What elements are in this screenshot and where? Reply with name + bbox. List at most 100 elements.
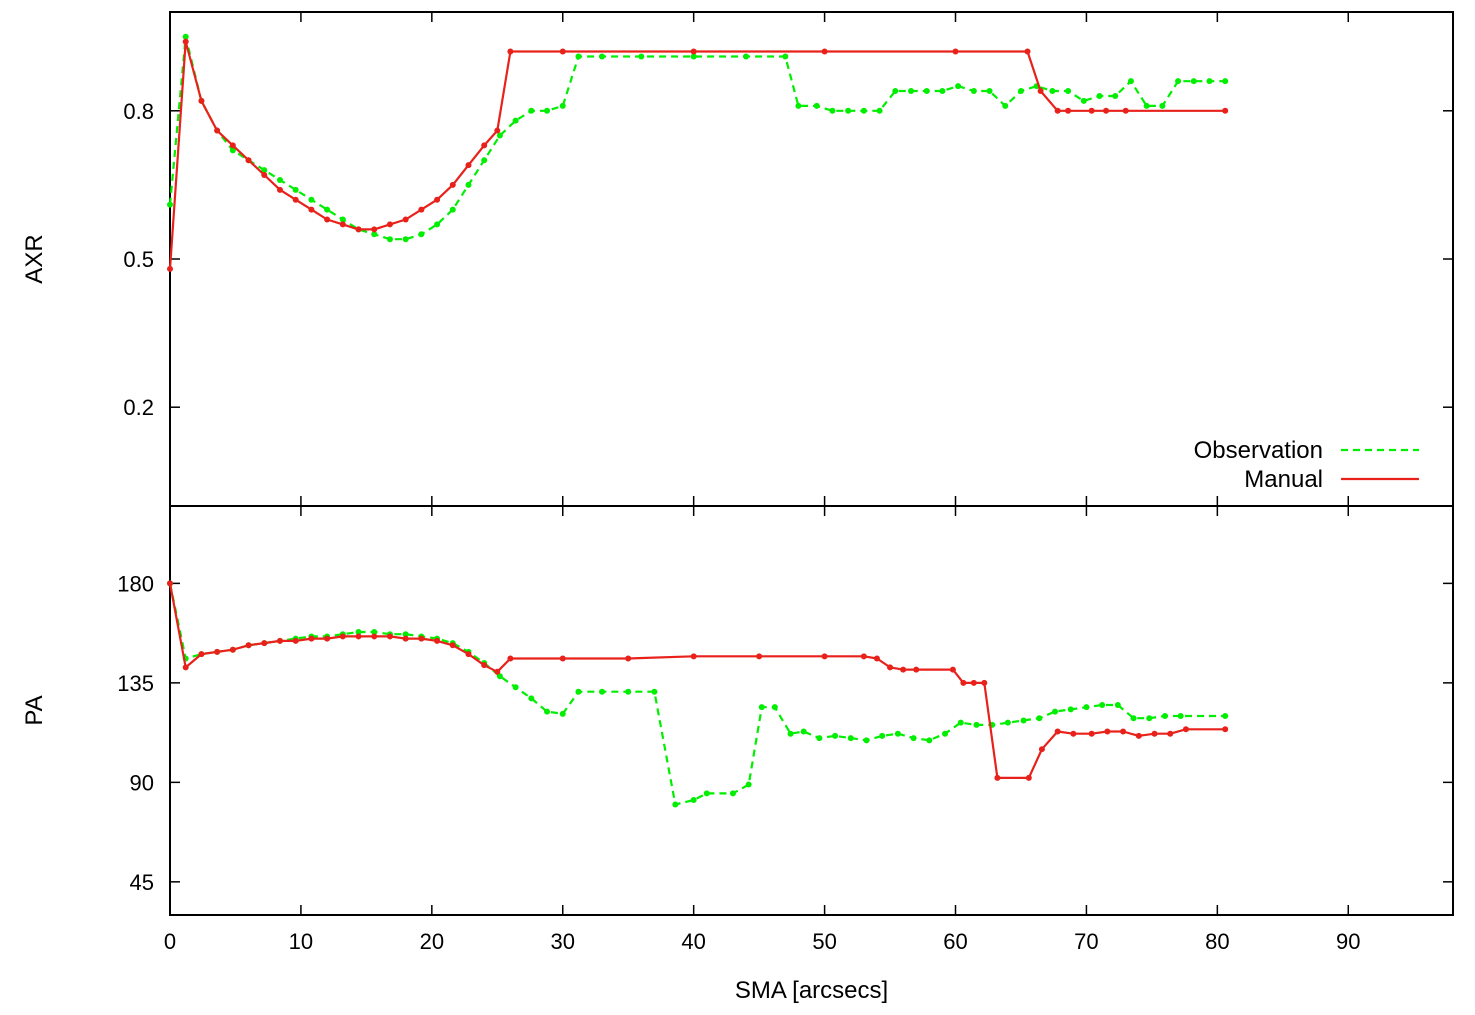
top-observation-point — [1190, 78, 1197, 85]
bottom-observation-point — [371, 629, 378, 636]
bottom-manual-point — [873, 655, 880, 662]
top-observation-point — [182, 33, 189, 40]
top-observation-point — [1017, 88, 1024, 95]
bottom-observation-point — [771, 704, 778, 711]
bottom-manual-point — [1054, 728, 1061, 735]
top-observation-point — [795, 102, 802, 109]
top-observation-point — [782, 53, 789, 60]
bottom-observation-point — [1130, 715, 1137, 722]
top-observation-point — [1049, 88, 1056, 95]
bottom-manual-point — [371, 633, 378, 640]
top-manual-point — [245, 157, 252, 164]
bottom-manual-point — [900, 666, 907, 673]
bottom-y-tick-label: 90 — [130, 770, 154, 795]
bottom-y-tick-label: 180 — [117, 571, 154, 596]
bottom-manual-point — [494, 668, 501, 675]
bottom-manual-point — [1167, 730, 1174, 737]
bottom-manual-point — [324, 635, 331, 642]
bottom-manual-point — [507, 655, 514, 662]
top-observation-point — [465, 181, 472, 188]
top-observation-point — [167, 201, 173, 208]
top-manual-point — [1065, 107, 1072, 114]
top-manual-point — [1024, 48, 1031, 55]
bottom-observation-point — [1099, 701, 1106, 708]
top-manual-point — [449, 181, 456, 188]
bottom-observation-point — [575, 688, 582, 695]
top-observation-point — [829, 107, 836, 114]
bottom-manual-point — [1104, 728, 1111, 735]
top-observation-point — [813, 102, 820, 109]
bottom-observation-point — [544, 708, 551, 715]
bottom-manual-point — [1070, 730, 1077, 737]
top-observation-point — [434, 221, 441, 228]
top-observation-point — [544, 107, 551, 114]
bottom-observation-point — [1177, 713, 1184, 720]
top-manual-point — [355, 226, 362, 233]
x-tick-label: 70 — [1074, 929, 1098, 954]
top-observation-point — [496, 132, 503, 139]
bottom-manual-point — [1151, 730, 1158, 737]
top-observation-point — [892, 88, 899, 95]
top-manual-point — [1122, 107, 1129, 114]
top-observation-point — [1127, 78, 1134, 85]
bottom-manual-point — [1038, 746, 1045, 753]
bottom-manual-point — [292, 637, 299, 644]
top-manual-point — [494, 127, 501, 134]
top-manual-point — [339, 221, 346, 228]
top-manual-point — [690, 48, 697, 55]
top-y-axis-label: AXR — [21, 234, 48, 283]
top-observation-point — [638, 53, 645, 60]
bottom-manual-point — [386, 633, 393, 640]
bottom-observation-point — [625, 688, 632, 695]
bottom-manual-point — [960, 679, 967, 686]
bottom-manual-point — [625, 655, 632, 662]
top-manual-point — [276, 186, 283, 193]
bottom-manual-point — [449, 642, 456, 649]
top-observation-point — [386, 236, 393, 243]
top-observation-point — [292, 186, 299, 193]
bottom-manual-point — [949, 666, 956, 673]
top-observation-point — [1175, 78, 1182, 85]
top-manual-point — [481, 142, 488, 149]
bottom-manual-point — [465, 651, 472, 658]
bottom-manual-point — [245, 642, 252, 649]
bottom-observation-point — [1052, 708, 1059, 715]
bottom-observation-point — [879, 732, 886, 739]
top-observation-point — [559, 102, 566, 109]
bottom-observation-point — [758, 704, 765, 711]
top-observation-point — [939, 88, 946, 95]
bottom-manual-point — [434, 637, 441, 644]
top-observation-point — [528, 107, 535, 114]
top-observation-point — [1159, 102, 1166, 109]
bottom-series-observation-line — [168, 583, 1226, 806]
bottom-observation-point — [1067, 706, 1074, 713]
top-observation-point — [1065, 88, 1072, 95]
bottom-observation-point — [528, 695, 535, 702]
top-observation-point — [339, 216, 346, 223]
top-manual-point — [308, 206, 315, 213]
bottom-manual-point — [981, 679, 988, 686]
bottom-y-tick-label: 135 — [117, 671, 154, 696]
bottom-manual-point — [887, 664, 894, 671]
bottom-observation-point — [787, 730, 794, 737]
top-observation-point — [1222, 78, 1229, 85]
bottom-observation-point — [847, 735, 854, 742]
x-tick-label: 60 — [943, 929, 967, 954]
top-manual-point — [198, 97, 205, 104]
bottom-observation-point — [402, 631, 409, 638]
top-observation-point — [261, 167, 268, 174]
bottom-manual-point — [167, 580, 173, 587]
bottom-manual-point — [1025, 774, 1032, 781]
top-observation-point — [1206, 78, 1213, 85]
x-tick-label: 10 — [289, 929, 313, 954]
top-observation-point — [1002, 102, 1009, 109]
bottom-manual-point — [1222, 726, 1229, 733]
top-manual-point — [952, 48, 959, 55]
top-manual-point — [386, 221, 393, 228]
bottom-observation-point — [1036, 715, 1043, 722]
bottom-observation-point — [745, 781, 752, 788]
bottom-manual-point — [1182, 726, 1189, 733]
top-observation-point — [1112, 92, 1119, 99]
bottom-manual-point — [418, 635, 425, 642]
